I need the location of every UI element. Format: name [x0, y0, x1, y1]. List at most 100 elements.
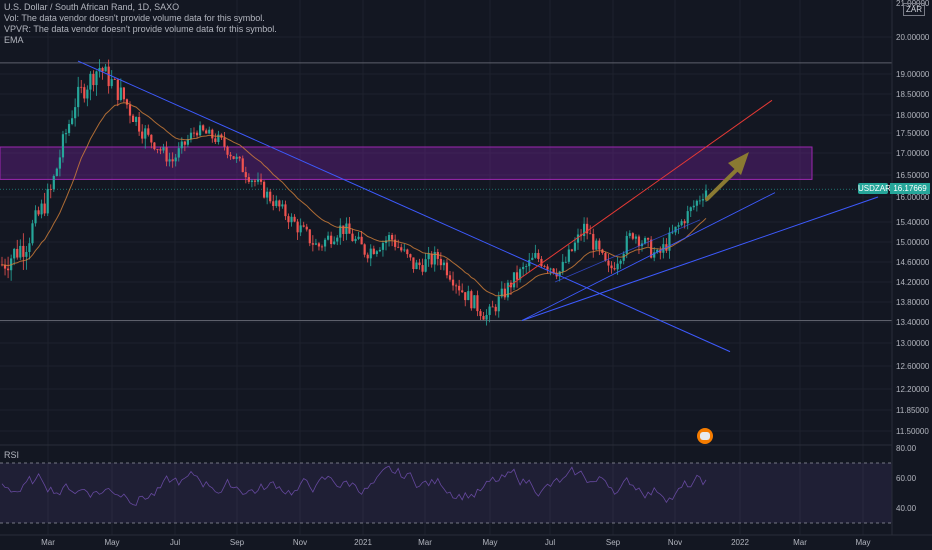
candle-body — [250, 180, 254, 182]
candle-body — [67, 124, 71, 134]
candle-body — [333, 241, 336, 245]
candle-body — [198, 125, 202, 136]
candle-body — [348, 223, 351, 234]
candle-body — [701, 199, 705, 201]
candle-body — [98, 67, 101, 72]
candle-body — [19, 245, 22, 258]
candle-body — [442, 262, 446, 266]
resistance-zone — [0, 146, 813, 180]
candle-body — [275, 200, 278, 207]
candle-body — [506, 282, 510, 298]
projection-arrow-head — [728, 152, 749, 175]
candle-body — [305, 226, 308, 230]
candle-body — [415, 262, 418, 270]
candle-body — [317, 243, 321, 247]
y-tick-label: 11.85000 — [896, 406, 929, 415]
candle-body — [674, 226, 677, 233]
candle-body — [244, 172, 247, 178]
candle-body — [34, 210, 37, 224]
y-tick-label: 18.50000 — [896, 90, 930, 99]
x-tick-label: May — [855, 538, 870, 547]
candle-body — [326, 235, 330, 240]
rsi-label[interactable]: RSI — [4, 450, 20, 460]
candle-body — [390, 235, 394, 240]
candle-body — [177, 148, 180, 158]
downtrend-line — [77, 60, 731, 353]
candle-body — [552, 268, 555, 274]
candle-body — [375, 251, 378, 255]
candle-body — [49, 189, 52, 190]
candle-body — [433, 252, 436, 265]
candle-body — [439, 258, 442, 266]
candle-body — [150, 134, 153, 143]
candle-body — [141, 131, 144, 139]
candle-body — [293, 216, 296, 222]
candle-body — [272, 201, 275, 207]
avatar-icon[interactable] — [697, 428, 713, 444]
rsi-tick-label: 80.00 — [896, 444, 917, 453]
candle-body — [625, 235, 628, 254]
x-tick-label: 2022 — [731, 538, 749, 547]
candle-body — [16, 248, 19, 258]
legend-ema[interactable]: EMA — [4, 35, 24, 45]
candle-body — [369, 248, 372, 259]
candle-body — [259, 179, 263, 182]
x-tick-label: Sep — [230, 538, 245, 547]
candle-body — [77, 86, 80, 108]
candle-body — [165, 147, 168, 162]
candle-body — [637, 236, 641, 247]
candle-body — [320, 246, 324, 248]
y-tick-label: 13.80000 — [896, 298, 930, 307]
candle-body — [360, 236, 363, 245]
candle-body — [226, 146, 229, 155]
candle-body — [549, 268, 552, 270]
rsi-tick-label: 60.00 — [896, 474, 917, 483]
candle-body — [482, 316, 485, 320]
candle-body — [284, 204, 287, 217]
x-tick-label: Jul — [545, 538, 555, 547]
candle-body — [52, 175, 55, 190]
candle-body — [473, 295, 476, 309]
candle-body — [345, 223, 348, 235]
candle-body — [546, 266, 549, 270]
candle-body — [409, 254, 412, 258]
candle-body — [262, 181, 266, 198]
candle-body — [162, 147, 165, 151]
candle-body — [589, 233, 592, 235]
candle-body — [561, 261, 564, 272]
candle-body — [138, 117, 141, 132]
channel-upper-line — [507, 99, 773, 288]
candle-body — [64, 133, 68, 135]
candle-body — [394, 239, 397, 247]
candle-body — [628, 233, 631, 236]
candle-body — [70, 118, 74, 125]
candle-body — [372, 248, 375, 255]
candle-body — [37, 210, 40, 215]
legend-vol[interactable]: Vol: The data vendor doesn't provide vol… — [4, 13, 265, 23]
legend-vpvr[interactable]: VPVR: The data vendor doesn't provide vo… — [4, 24, 277, 34]
candle-body — [171, 159, 174, 162]
candle-body — [698, 200, 702, 202]
candle-body — [387, 235, 391, 241]
candle-body — [186, 139, 190, 145]
y-tick-label: 13.00000 — [896, 339, 930, 348]
candle-body — [80, 86, 83, 88]
candle-body — [406, 249, 409, 255]
candle-body — [58, 157, 62, 169]
projection-arrow-shaft — [705, 166, 740, 202]
candle-body — [281, 204, 284, 207]
candle-body — [582, 223, 586, 237]
candle-body — [302, 225, 305, 227]
currency-box[interactable]: ZAR — [903, 3, 925, 16]
candle-body — [113, 79, 116, 80]
candle-body — [537, 253, 540, 259]
candle-body — [363, 244, 366, 255]
candle-body — [445, 262, 449, 276]
legend-title[interactable]: U.S. Dollar / South African Rand, 1D, SA… — [4, 2, 180, 12]
candle-body — [339, 225, 342, 238]
candle-body — [656, 249, 659, 253]
candle-body — [253, 180, 257, 182]
candle-body — [314, 243, 318, 245]
